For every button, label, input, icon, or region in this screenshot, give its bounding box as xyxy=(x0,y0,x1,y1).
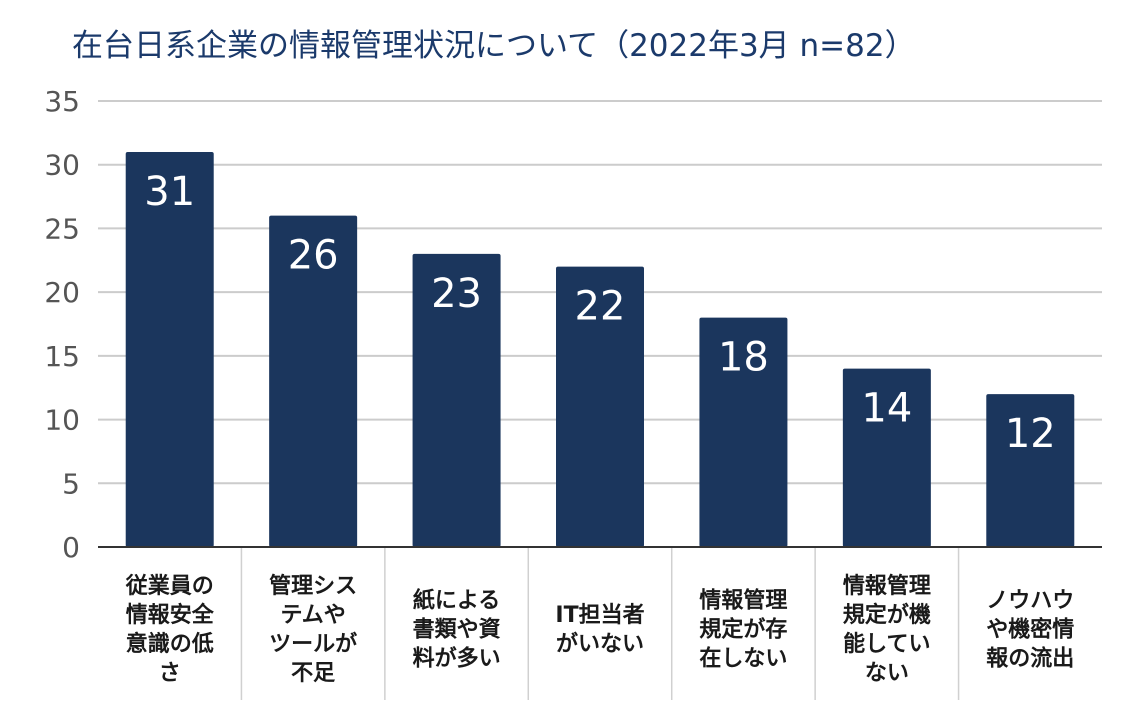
x-tick-label: 管理システムやツールが不足 xyxy=(269,573,357,686)
data-label: 22 xyxy=(575,284,626,330)
bar xyxy=(412,253,501,547)
y-tick-label: 35 xyxy=(44,85,80,118)
bar xyxy=(842,368,931,547)
bar xyxy=(269,215,358,547)
data-label: 12 xyxy=(1005,411,1056,457)
x-tick-label: 情報管理規定が機能していない xyxy=(843,573,931,686)
bar xyxy=(125,151,214,547)
data-label: 31 xyxy=(144,169,195,215)
y-tick-label: 25 xyxy=(44,212,80,245)
chart-title: 在台日系企業の情報管理状況について（2022年3月 n=82） xyxy=(72,28,916,64)
y-tick-label: 15 xyxy=(44,340,80,373)
bar xyxy=(699,317,788,547)
y-tick-label: 30 xyxy=(44,149,80,182)
x-tick-label: 紙による書類や資料が多い xyxy=(413,588,501,672)
bar xyxy=(986,394,1075,547)
data-label: 14 xyxy=(861,386,912,432)
bar xyxy=(556,266,644,547)
y-tick-label: 20 xyxy=(44,276,80,309)
data-label: 23 xyxy=(431,271,482,317)
y-tick-label: 0 xyxy=(62,531,80,564)
data-label: 18 xyxy=(718,335,769,381)
y-tick-label: 10 xyxy=(44,404,80,437)
x-tick-label: ノウハウや機密情報の流出 xyxy=(986,589,1074,672)
x-tick-label: 従業員の情報安全意識の低さ xyxy=(125,573,215,686)
x-tick-label: IT担当者がいない xyxy=(555,603,644,657)
y-tick-label: 5 xyxy=(62,467,80,500)
data-label: 26 xyxy=(288,233,339,279)
x-tick-label: 情報管理規定が存在しない xyxy=(699,588,787,672)
